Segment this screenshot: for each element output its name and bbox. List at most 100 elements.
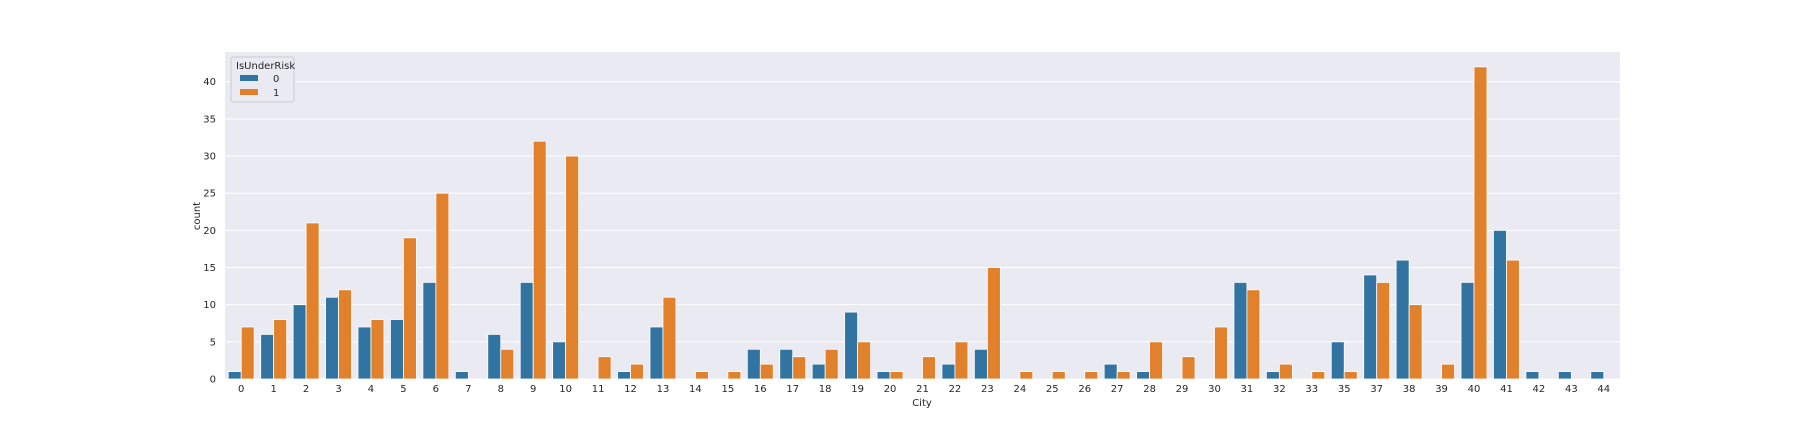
x-tick-label: 1 [270,384,276,395]
y-tick-label: 40 [203,77,216,88]
bar-series1-city-41 [1506,259,1520,380]
bar-series0-city-37 [1363,274,1378,380]
bar-series0-city-23 [974,348,988,380]
bar-series0-city-27 [1103,363,1118,380]
x-tick-label: 44 [1597,384,1610,395]
x-tick-labels: 0 1 2 3 4 5 6 7 8 9 10 11 12 13 14 15 16 17 18 19 20 21 22 23 24… [238,384,1610,395]
x-tick-label: 32 [1273,384,1286,395]
x-tick-label: 3 [335,384,341,395]
y-tick-label: 20 [203,226,216,237]
bars [227,66,1605,380]
bar-series0-city-38 [1395,259,1410,380]
y-tick-label: 5 [210,337,216,348]
x-tick-label: 31 [1241,384,1254,395]
bar-series0-city-42 [1525,371,1540,380]
x-tick-label: 41 [1500,384,1513,395]
bar-series1-city-0 [240,326,255,380]
bar-series0-city-20 [876,371,891,380]
bar-series1-city-1 [273,319,288,380]
bar-series1-city-20 [889,371,904,380]
x-tick-label: 7 [465,384,471,395]
bar-series1-city-32 [1278,363,1293,380]
bar-series1-city-26 [1084,371,1099,380]
x-tick-label: 28 [1143,384,1156,395]
bar-series0-city-43 [1557,371,1572,380]
bar-series0-city-8 [487,334,502,380]
x-tick-label: 39 [1435,384,1448,395]
x-tick-label: 16 [754,384,767,395]
x-tick-label: 40 [1468,384,1481,395]
bar-series0-city-16 [746,348,761,380]
bar-series0-city-40 [1460,281,1475,380]
x-tick-label: 29 [1176,384,1189,395]
bar-series1-city-40 [1473,66,1488,380]
x-tick-label: 35 [1338,384,1351,395]
x-tick-label: 37 [1370,384,1383,395]
x-tick-label: 17 [786,384,799,395]
bar-series1-city-23 [986,267,1001,380]
x-tick-label: 42 [1533,384,1546,395]
bar-series1-city-14 [695,371,709,380]
y-axis-label: count [192,202,203,230]
bar-series0-city-28 [1136,371,1150,380]
x-tick-label: 0 [238,384,244,395]
bar-series0-city-0 [227,371,242,380]
bar-series0-city-13 [649,326,664,380]
bar-series1-city-27 [1116,371,1131,380]
bar-series1-city-25 [1051,371,1066,380]
bar-series1-city-39 [1441,363,1455,380]
bar-series0-city-6 [422,281,437,380]
y-tick-label: 25 [203,189,216,200]
x-tick-label: 2 [303,384,309,395]
bar-series1-city-3 [338,289,352,380]
x-tick-label: 12 [624,384,637,395]
x-tick-label: 22 [949,384,962,395]
bar-series0-city-10 [552,341,567,380]
bar-series1-city-35 [1343,371,1358,380]
bar-series1-city-29 [1181,356,1196,380]
bar-series0-city-18 [811,363,826,380]
x-tick-label: 14 [689,384,702,395]
x-tick-label: 24 [1013,384,1026,395]
bar-series0-city-32 [1265,371,1280,380]
bar-series0-city-2 [292,304,307,380]
x-tick-label: 30 [1208,384,1221,395]
x-tick-label: 13 [657,384,670,395]
bar-series1-city-28 [1149,341,1163,380]
x-tick-label: 4 [368,384,374,395]
legend: IsUnderRisk 0 1 [230,56,295,103]
bar-series0-city-12 [617,371,631,380]
bar-series0-city-7 [454,371,469,380]
bar-series0-city-1 [260,334,275,380]
bar-series1-city-11 [597,356,612,380]
x-tick-label: 15 [721,384,734,395]
bar-series0-city-41 [1493,229,1507,380]
bar-series1-city-4 [370,319,385,380]
legend-title: IsUnderRisk [236,61,295,72]
x-tick-label: 9 [530,384,536,395]
bar-series1-city-38 [1408,304,1423,380]
y-tick-label: 35 [203,114,216,125]
legend-label-1: 1 [273,88,279,99]
y-tick-label: 0 [210,375,216,386]
x-tick-label: 18 [819,384,832,395]
bar-series0-city-3 [325,296,339,380]
bar-series1-city-8 [500,348,515,380]
legend-swatch-1 [240,89,258,95]
y-tick-label: 15 [203,263,216,274]
bar-series0-city-35 [1330,341,1345,380]
bar-series0-city-5 [390,319,404,380]
bar-series1-city-6 [435,192,450,380]
bar-series1-city-9 [532,140,547,380]
x-tick-label: 25 [1046,384,1059,395]
bar-series1-city-37 [1376,281,1391,380]
bar-series1-city-5 [403,237,417,380]
bar-series1-city-15 [727,371,742,380]
y-tick-labels: 0 5 10 15 20 25 30 35 40 [203,77,216,385]
bar-series0-city-17 [779,348,794,380]
bar-series1-city-12 [630,363,644,380]
x-tick-label: 26 [1078,384,1091,395]
legend-swatch-0 [240,75,258,81]
bar-series0-city-9 [519,281,534,380]
